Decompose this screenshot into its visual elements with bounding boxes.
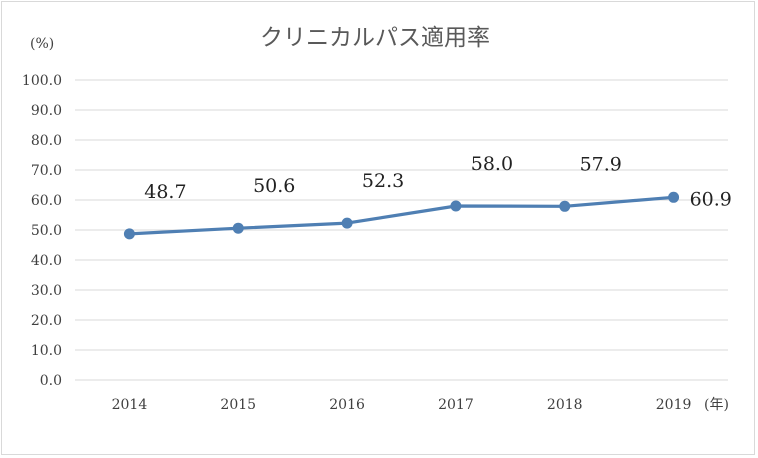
data-point: [341, 217, 353, 229]
data-label: 60.9: [690, 188, 732, 210]
y-tick-labels: 0.0 10.0 20.0 30.0 40.0 50.0 60.0 70.0 80.0 90.0 1…: [22, 73, 62, 389]
x-tick-label: 2015: [220, 397, 256, 413]
data-point: [450, 200, 462, 212]
data-point: [559, 200, 571, 212]
data-label: 48.7: [144, 181, 186, 203]
y-tick-label: 20.0: [31, 313, 62, 329]
y-tick-label: 90.0: [31, 103, 62, 119]
data-label: 52.3: [362, 170, 404, 192]
y-tick-label: 50.0: [31, 223, 62, 239]
y-axis-unit: (%): [30, 36, 54, 52]
x-tick-label: 2018: [547, 397, 583, 413]
x-tick-label: 2014: [112, 397, 148, 413]
gridlines: [75, 79, 728, 381]
data-label: 50.6: [253, 175, 295, 197]
series-line: [127, 195, 676, 236]
y-tick-label: 80.0: [31, 133, 62, 149]
chart-title: クリニカルパス適用率: [260, 25, 490, 51]
data-labels: 48.7 50.6 52.3 58.0 57.9 60.9: [144, 153, 732, 210]
data-points: [123, 191, 680, 240]
x-tick-label: 2019: [656, 397, 692, 413]
y-tick-label: 30.0: [31, 283, 62, 299]
data-point: [232, 222, 244, 234]
data-point: [668, 191, 680, 203]
data-label: 57.9: [580, 153, 622, 175]
data-label: 58.0: [471, 153, 513, 175]
x-axis-unit: (年): [704, 397, 729, 413]
x-tick-label: 2016: [329, 397, 365, 413]
y-tick-label: 70.0: [31, 163, 62, 179]
y-tick-label: 10.0: [31, 343, 62, 359]
y-tick-label: 0.0: [40, 373, 62, 389]
data-point: [123, 228, 135, 240]
x-tick-labels: 2014 2015 2016 2017 2018 2019: [112, 397, 692, 413]
y-tick-label: 100.0: [22, 73, 62, 89]
series-line-path: [127, 195, 676, 236]
y-tick-label: 60.0: [31, 193, 62, 209]
x-tick-label: 2017: [438, 397, 474, 413]
y-tick-label: 40.0: [31, 253, 62, 269]
